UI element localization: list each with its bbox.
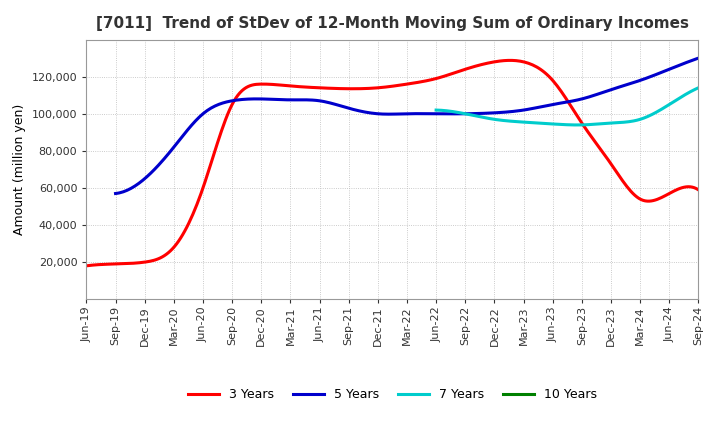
Y-axis label: Amount (million yen): Amount (million yen) [13,104,26,235]
3 Years [639,198,647,203]
3 Years [505,58,514,63]
Legend: 3 Years, 5 Years, 7 Years, 10 Years: 3 Years, 5 Years, 7 Years, 10 Years [183,383,602,406]
3 Years [444,72,453,77]
5 Years [468,111,477,116]
3 Years [694,187,703,192]
7 Years [433,107,441,113]
7 Years [670,99,679,104]
5 Years [458,111,467,117]
5 Years [111,191,120,196]
7 Years [694,85,703,91]
Line: 3 Years: 3 Years [86,60,698,266]
5 Years [113,191,122,196]
3 Years [82,263,91,268]
5 Years [639,77,648,82]
3 Years [600,152,608,157]
7 Years [593,121,602,127]
5 Years [456,111,465,117]
3 Years [446,71,455,77]
Title: [7011]  Trend of StDev of 12-Month Moving Sum of Ordinary Incomes: [7011] Trend of StDev of 12-Month Moving… [96,16,689,32]
5 Years [694,55,703,61]
3 Years [456,68,465,73]
7 Years [589,122,598,127]
7 Years [432,107,441,113]
Line: 5 Years: 5 Years [115,58,698,194]
3 Years [84,263,93,268]
7 Years [654,109,662,114]
5 Years [603,88,611,94]
Line: 7 Years: 7 Years [436,88,698,125]
7 Years [573,122,582,128]
7 Years [588,122,597,127]
